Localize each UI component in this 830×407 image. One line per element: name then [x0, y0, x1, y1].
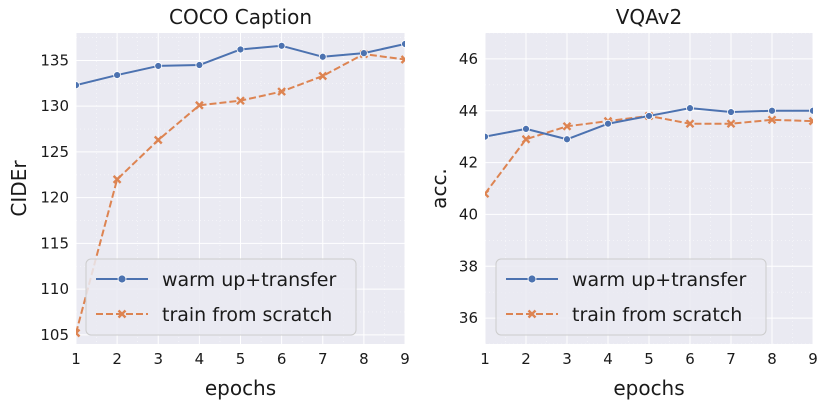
data-point: [401, 40, 405, 48]
data-point: [112, 175, 122, 184]
data-point: [154, 62, 163, 70]
legend-label: warm up+transfer: [572, 269, 746, 291]
data-point: [76, 81, 80, 90]
chart-title: VQAv2: [616, 5, 683, 29]
y-tick-label: 42: [459, 154, 478, 172]
data-point: [726, 119, 736, 129]
x-tick-label: 7: [318, 350, 328, 368]
y-tick-label: 40: [459, 205, 478, 223]
panel-coco-caption: 105 110 115 120 125 130 135 1 2 3 4 5 6 7 8 9 COCO Capti…: [7, 5, 410, 400]
chart-title: COCO Caption: [169, 5, 312, 29]
y-axis-label: acc.: [427, 168, 451, 209]
data-point: [277, 87, 286, 96]
y-tick-label: 120: [40, 189, 69, 207]
legend: warm up+transfer train from scratch: [495, 258, 767, 336]
data-point: [562, 121, 572, 131]
data-point: [195, 61, 204, 69]
x-axis-label: epochs: [205, 376, 276, 400]
x-tick-label: 5: [236, 350, 246, 368]
legend-frame: [85, 258, 357, 336]
data-point: [522, 124, 530, 133]
data-point: [685, 119, 695, 129]
y-tick-label: 125: [40, 143, 69, 161]
y-tick-label: 44: [459, 102, 478, 120]
legend-marker: [117, 309, 127, 319]
data-point: [76, 328, 81, 338]
panel-vqav2: 36 38 40 42 44 46 1 2 3 4 5 6 7 8 9 VQAv2 epochs acc. warm…: [427, 5, 818, 400]
x-tick-label: 6: [277, 350, 287, 368]
data-point: [645, 112, 653, 120]
data-point: [236, 45, 245, 54]
data-point: [686, 104, 694, 113]
x-tick-label: 5: [644, 350, 654, 368]
x-tick-label: 4: [195, 350, 205, 368]
legend-marker: [527, 274, 537, 284]
x-tick-label: 3: [153, 350, 163, 368]
data-point: [727, 108, 735, 116]
data-point: [318, 71, 328, 81]
y-tick-label: 130: [40, 97, 69, 115]
data-point: [485, 189, 490, 199]
data-point: [113, 71, 122, 79]
x-axis-label: epochs: [613, 376, 684, 400]
x-tick-label: 1: [480, 350, 490, 368]
data-point: [359, 49, 368, 58]
data-point: [808, 116, 813, 126]
legend: warm up+transfer train from scratch: [85, 258, 357, 336]
x-tick-label: 9: [808, 350, 818, 368]
legend-label: train from scratch: [162, 304, 332, 326]
data-point: [485, 132, 489, 141]
y-tick-label: 110: [40, 280, 69, 298]
data-point: [277, 41, 286, 50]
data-point: [521, 134, 531, 144]
series-train-from-scratch: [76, 49, 405, 338]
y-tick-label: 115: [40, 234, 69, 252]
legend-label: warm up+transfer: [162, 269, 336, 291]
data-point: [767, 115, 777, 125]
series-warm-up-transfer: [76, 40, 405, 90]
data-point: [153, 135, 163, 145]
legend-label: train from scratch: [572, 304, 742, 326]
x-tick-label: 7: [726, 350, 736, 368]
legend-marker: [117, 274, 127, 284]
y-tick-label: 38: [459, 257, 478, 275]
x-tick-label: 8: [359, 350, 369, 368]
x-tick-label: 2: [112, 350, 122, 368]
data-point: [604, 119, 612, 128]
legend-marker: [527, 309, 537, 319]
data-point: [400, 55, 405, 64]
y-tick-label: 36: [459, 309, 478, 327]
data-point: [318, 52, 327, 61]
data-point: [236, 96, 245, 106]
data-point: [563, 135, 571, 144]
data-point: [768, 106, 776, 115]
series-warm-up-transfer: [485, 104, 813, 144]
y-axis-label: CIDEr: [7, 160, 31, 217]
x-tick-label: 6: [685, 350, 695, 368]
y-tick-label: 46: [459, 50, 478, 68]
legend-frame: [495, 258, 767, 336]
data-point: [195, 100, 204, 110]
x-tick-label: 8: [767, 350, 777, 368]
y-tick-label: 105: [40, 326, 69, 344]
x-tick-label: 3: [562, 350, 572, 368]
y-tick-label: 135: [40, 51, 69, 69]
x-tick-label: 4: [603, 350, 613, 368]
data-point: [809, 106, 813, 115]
x-tick-label: 1: [71, 350, 81, 368]
x-tick-label: 9: [400, 350, 410, 368]
x-tick-label: 2: [521, 350, 531, 368]
